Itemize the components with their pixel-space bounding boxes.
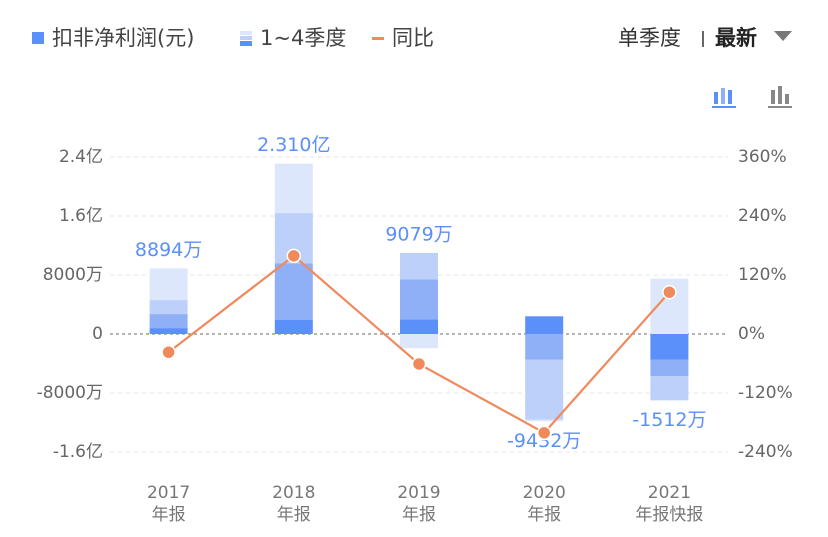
quarter-segment <box>274 319 313 334</box>
y2-tick-label: 240% <box>738 206 787 226</box>
x-tick-label: 2019 <box>397 483 440 503</box>
x-tick-sublabel: 年报 <box>152 505 186 525</box>
y2-tick-label: 0% <box>738 324 765 344</box>
value-label: -1512万 <box>632 409 706 431</box>
icon-bar <box>778 86 782 104</box>
legend-label: 同比 <box>392 26 434 50</box>
legend-swatch <box>240 36 252 40</box>
yoy-point <box>662 284 677 300</box>
quarter-segment <box>400 279 438 320</box>
y-tick-label: -8000万 <box>37 383 103 403</box>
quarter-segment <box>149 268 188 301</box>
legend-label: 扣非净利润(元) <box>52 26 194 50</box>
quarter-segment <box>525 359 564 420</box>
value-label: -9432万 <box>507 430 581 452</box>
yoy-point <box>411 356 427 372</box>
period-toggle[interactable]: 单季度 最新 <box>618 26 792 50</box>
quarter-segment <box>400 319 438 334</box>
y2-tick-label: 360% <box>738 147 787 167</box>
x-tick-sublabel: 年报 <box>527 505 561 525</box>
bar-icon[interactable] <box>768 86 792 108</box>
stack-icon[interactable] <box>712 88 736 108</box>
y2-tick-label: -120% <box>738 383 793 403</box>
legend-swatch <box>240 31 252 35</box>
x-tick-label: 2020 <box>523 483 566 503</box>
x-tick-sublabel: 年报 <box>402 505 436 525</box>
x-tick-sublabel: 年报 <box>277 505 311 525</box>
x-tick-label: 2017 <box>147 483 190 503</box>
quarter-segment <box>149 314 188 329</box>
yoy-point <box>286 248 302 264</box>
y-tick-label: 8000万 <box>43 265 103 285</box>
x-tick-sublabel: 年报快报 <box>635 505 703 525</box>
quarter-segment <box>650 334 689 360</box>
icon-base <box>712 106 736 108</box>
quarter-segment <box>274 163 313 214</box>
quarter-segment <box>274 263 313 320</box>
y2-tick-label: -240% <box>738 442 793 462</box>
yoy-point <box>536 425 552 441</box>
icon-bar <box>785 94 789 104</box>
quarter-segment <box>400 334 438 349</box>
dropdown-arrow[interactable] <box>774 31 792 41</box>
y-tick-label: 0 <box>92 324 103 344</box>
icon-bar <box>728 90 732 104</box>
y-tick-label: 2.4亿 <box>59 147 103 167</box>
icon-bar <box>771 90 775 104</box>
y-tick-label: 1.6亿 <box>59 206 103 226</box>
quarter-segment <box>525 419 564 422</box>
sort-label[interactable]: 最新 <box>715 26 757 50</box>
legend-swatch <box>372 37 384 40</box>
value-label: 2.310亿 <box>257 134 330 156</box>
quarter-segment <box>525 316 564 334</box>
legend-swatch <box>32 32 44 44</box>
quarter-segment <box>650 376 689 401</box>
period-label[interactable]: 单季度 <box>618 26 681 50</box>
x-tick-label: 2021 <box>648 483 691 503</box>
yoy-point <box>161 344 176 360</box>
icon-bar <box>721 88 725 104</box>
value-label: 8894万 <box>135 239 202 261</box>
legend-swatch <box>240 41 252 46</box>
legend-label: 1~4季度 <box>260 26 346 50</box>
y-tick-label: -1.6亿 <box>53 442 103 462</box>
value-label: 9079万 <box>385 223 452 245</box>
icon-base <box>768 106 792 108</box>
y2-tick-label: 120% <box>738 265 787 285</box>
quarter-segment <box>525 334 564 360</box>
quarter-segment <box>650 359 689 377</box>
quarter-segment <box>400 252 438 280</box>
quarter-segment <box>149 300 188 315</box>
icon-bar <box>714 92 718 104</box>
x-tick-label: 2018 <box>272 483 315 503</box>
quarter-segment <box>149 328 188 334</box>
